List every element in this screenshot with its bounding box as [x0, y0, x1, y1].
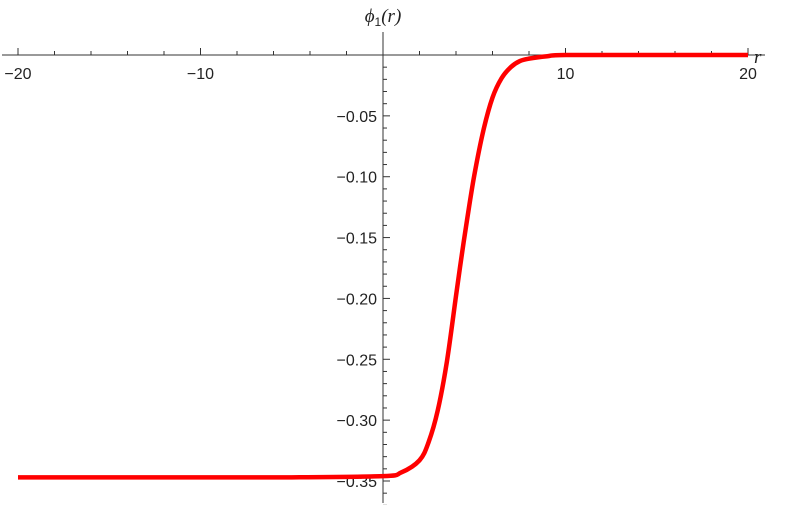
y-tick-label: −0.05: [337, 109, 378, 126]
y-label-subscript: 1: [375, 15, 382, 29]
series-line: [18, 52, 748, 480]
y-tick-label: −0.15: [337, 231, 378, 248]
x-tick-label: −10: [187, 66, 214, 83]
x-tick-label: −20: [4, 66, 31, 83]
y-axis-label: ϕ1(r): [365, 6, 402, 29]
axis-ticks: [17, 48, 749, 505]
x-tick-label: 10: [557, 66, 575, 83]
y-label-argument: (r): [381, 6, 401, 27]
y-tick-label: −0.10: [337, 170, 378, 187]
y-label-symbol: ϕ: [365, 6, 375, 27]
y-tick-label: −0.25: [337, 352, 378, 369]
x-axis-label: r: [754, 47, 762, 68]
y-tick-label: −0.20: [337, 291, 378, 308]
y-tick-label: −0.30: [337, 413, 378, 430]
series-layer: [18, 52, 748, 480]
tick-labels: −20 −10 10 20 −0.05 −0.10 −0.15 −0.20 −0.25 −0.30…: [4, 66, 757, 491]
x-tick-label: 20: [739, 66, 757, 83]
